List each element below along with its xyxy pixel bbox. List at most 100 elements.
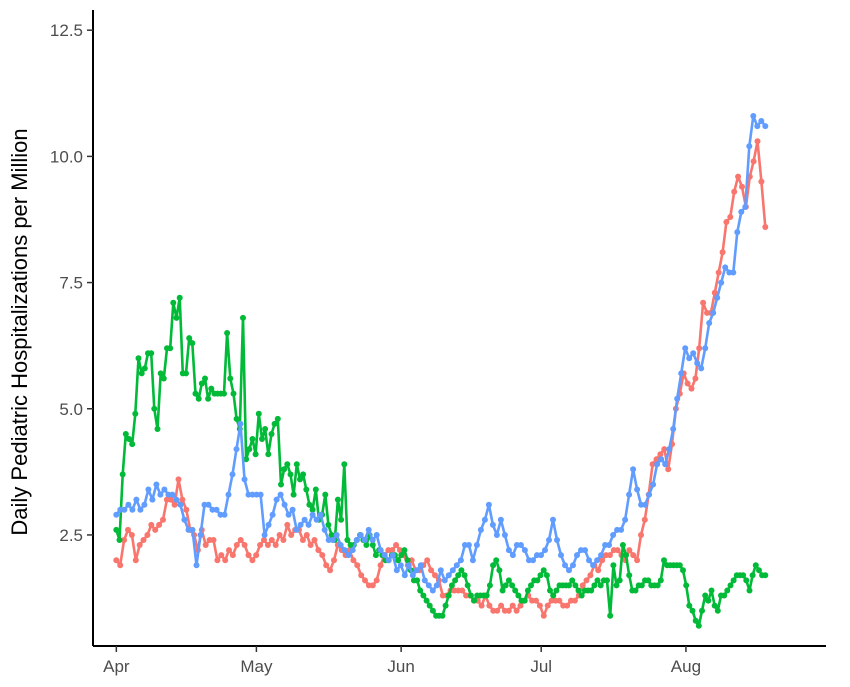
data-point [533,597,539,604]
data-point [230,390,237,397]
data-point [626,491,633,498]
data-point [613,582,620,589]
data-point [237,420,244,427]
data-point [229,471,236,478]
data-point [136,542,143,548]
data-point [365,526,372,533]
data-point [152,526,159,533]
data-point [762,224,769,230]
data-point [350,557,357,564]
data-point [481,516,488,523]
data-point [249,436,256,442]
data-point [448,582,455,589]
data-point [604,577,610,584]
data-point [465,542,472,548]
data-point [689,607,696,614]
data-point [634,486,641,493]
series-2 [113,294,769,629]
data-point [501,532,508,538]
data-point [122,431,129,437]
data-point [341,461,348,468]
data-point [485,501,492,508]
data-point [227,375,234,382]
data-point [268,537,275,543]
data-point [505,577,512,584]
data-point [550,516,556,523]
data-point [363,542,370,548]
data-point [389,547,396,554]
data-point [558,552,564,559]
data-point [497,516,504,523]
data-point [341,547,348,554]
data-point [126,436,132,442]
data-point [657,577,664,584]
data-point [113,511,120,518]
data-point [377,547,384,554]
data-point [413,567,420,574]
data-point [692,375,699,382]
data-point [125,526,131,533]
data-point [138,370,145,377]
data-point [281,501,288,508]
data-point [505,607,512,614]
data-point [698,365,705,372]
data-point [241,476,248,483]
data-point [125,501,132,508]
data-point [197,532,204,538]
data-point [493,532,500,538]
data-point [738,208,745,215]
data-point [688,385,695,392]
data-point [349,547,356,554]
data-point [156,521,163,528]
data-point [151,405,158,412]
series-1 [113,138,769,619]
data-point [423,597,430,604]
data-point [321,526,328,533]
data-point [116,537,123,543]
data-point [645,577,652,584]
data-point [284,521,291,528]
data-point [521,547,528,554]
data-point [676,562,683,569]
data-point [494,607,501,614]
data-point [257,491,264,498]
data-point [277,491,284,498]
data-point [517,602,524,609]
data-point [389,552,396,559]
data-point [233,415,240,422]
series-line [115,114,767,592]
data-point [357,532,364,538]
data-point [582,547,588,554]
data-point [680,567,686,574]
data-point [554,537,560,543]
data-point [303,532,310,538]
data-point [113,557,120,564]
data-point [237,537,244,543]
data-point [372,552,379,559]
data-point [572,582,579,589]
data-point [599,557,606,564]
data-point [249,491,256,498]
data-point [509,582,516,589]
data-point [149,496,156,503]
data-point [121,537,128,543]
data-point [735,173,742,180]
data-point [243,456,250,463]
data-point [684,380,691,387]
data-point [441,577,448,584]
data-point [619,542,626,548]
data-point [461,572,468,579]
data-point [429,587,436,594]
data-point [137,506,144,513]
data-point [160,375,167,382]
data-point [478,602,485,609]
data-point [642,501,649,508]
data-point [313,516,320,523]
data-point [730,269,737,276]
data-point [221,511,228,518]
data-point [170,299,177,306]
data-point [630,466,637,473]
data-point [325,521,332,528]
data-point [598,552,605,559]
data-point [578,592,585,599]
